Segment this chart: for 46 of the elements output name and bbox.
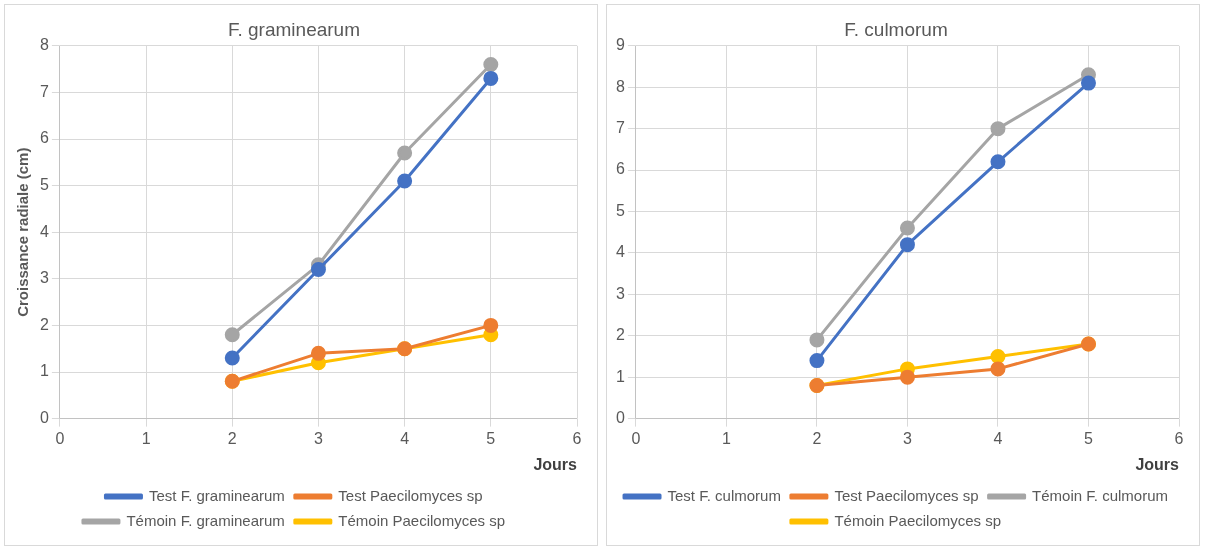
y-tick-label: 0 xyxy=(615,409,625,427)
y-tick-label: 6 xyxy=(39,129,49,147)
y-tick-label: 4 xyxy=(39,222,49,240)
y-tick-label: 3 xyxy=(39,269,49,287)
chart-title: F. graminearum xyxy=(228,18,360,40)
x-tick-label: 1 xyxy=(721,429,731,447)
legend-label: Test F. culmorum xyxy=(667,486,781,504)
x-tick-label: 2 xyxy=(812,429,822,447)
legend-label: Témoin Paecilomyces sp xyxy=(338,511,506,529)
x-tick-label: 2 xyxy=(227,429,237,447)
y-tick-label: 7 xyxy=(39,82,49,100)
y-tick-label: 8 xyxy=(615,77,625,95)
y-tick-label: 9 xyxy=(615,36,625,54)
x-tick-label: 4 xyxy=(400,429,410,447)
x-tick-label: 0 xyxy=(55,429,65,447)
x-axis-title: Jours xyxy=(1135,455,1180,473)
x-tick-label: 1 xyxy=(141,429,151,447)
y-tick-label: 0 xyxy=(39,409,49,427)
y-tick-label: 3 xyxy=(615,284,625,302)
x-tick-label: 4 xyxy=(993,429,1003,447)
y-tick-label: 5 xyxy=(39,176,49,194)
y-tick-label: 2 xyxy=(39,315,49,333)
y-tick-label: 1 xyxy=(39,362,49,380)
x-tick-label: 3 xyxy=(314,429,323,447)
x-tick-label: 5 xyxy=(1084,429,1094,447)
legend-label: Témoin F. graminearum xyxy=(126,511,285,529)
x-tick-label: 3 xyxy=(903,429,912,447)
y-tick-label: 4 xyxy=(615,243,625,261)
legend-label: Test Paecilomyces sp xyxy=(834,486,979,504)
x-tick-label: 6 xyxy=(572,429,582,447)
y-tick-label: 6 xyxy=(615,160,625,178)
y-tick-label: 2 xyxy=(615,326,625,344)
legend-label: Témoin F. culmorum xyxy=(1032,486,1168,504)
legend-label: Test Paecilomyces sp xyxy=(338,486,483,504)
y-axis-title: Croissance radiale (cm) xyxy=(14,147,32,317)
chart-title: F. culmorum xyxy=(844,18,948,40)
x-tick-label: 5 xyxy=(486,429,496,447)
y-tick-label: 5 xyxy=(615,201,625,219)
y-tick-label: 7 xyxy=(615,119,625,137)
legend-label: Témoin Paecilomyces sp xyxy=(834,511,1002,529)
x-tick-label: 0 xyxy=(631,429,641,447)
x-axis-title: Jours xyxy=(533,455,578,473)
y-tick-label: 8 xyxy=(39,36,49,54)
x-tick-label: 6 xyxy=(1174,429,1184,447)
legend-label: Test F. graminearum xyxy=(148,486,285,504)
y-tick-label: 1 xyxy=(615,367,625,385)
